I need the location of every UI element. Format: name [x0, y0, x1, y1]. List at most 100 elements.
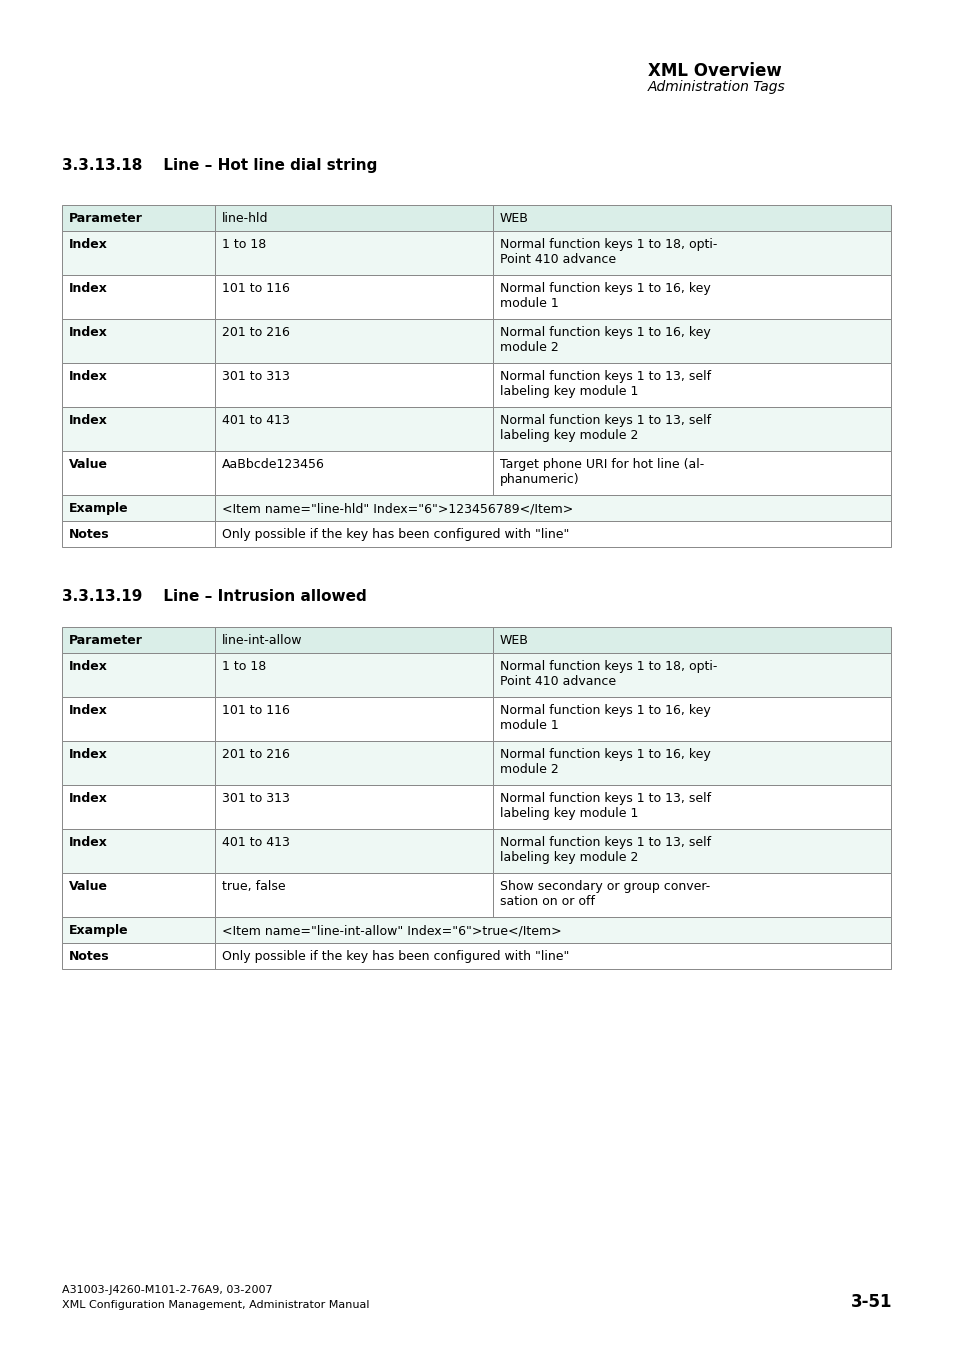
Text: 3.3.13.19    Line – Intrusion allowed: 3.3.13.19 Line – Intrusion allowed	[62, 589, 366, 604]
Bar	[493, 697, 890, 740]
Text: Administration Tags: Administration Tags	[647, 80, 785, 95]
Bar	[214, 276, 493, 319]
Bar	[214, 830, 493, 873]
Bar	[493, 363, 890, 407]
Text: 401 to 413: 401 to 413	[222, 413, 290, 427]
Text: 401 to 413: 401 to 413	[222, 836, 290, 848]
Bar	[214, 917, 890, 943]
Text: Normal function keys 1 to 18, opti-
Point 410 advance: Normal function keys 1 to 18, opti- Poin…	[499, 238, 717, 266]
Text: Index: Index	[69, 370, 108, 382]
Bar	[493, 407, 890, 451]
Bar	[62, 363, 214, 407]
Text: Index: Index	[69, 792, 108, 805]
Bar	[62, 627, 214, 653]
Bar	[214, 494, 890, 521]
Bar	[214, 205, 493, 231]
Bar	[214, 740, 493, 785]
Text: A31003-J4260-M101-2-76A9, 03-2007: A31003-J4260-M101-2-76A9, 03-2007	[62, 1285, 273, 1296]
Text: WEB: WEB	[499, 212, 528, 226]
Text: Target phone URI for hot line (al-
phanumeric): Target phone URI for hot line (al- phanu…	[499, 458, 703, 486]
Text: <Item name="line-hld" Index="6">123456789</Item>: <Item name="line-hld" Index="6">12345678…	[222, 503, 573, 515]
Bar	[62, 785, 214, 830]
Text: true, false: true, false	[222, 880, 285, 893]
Bar	[214, 407, 493, 451]
Text: WEB: WEB	[499, 634, 528, 647]
Bar	[214, 521, 890, 547]
Text: XML Configuration Management, Administrator Manual: XML Configuration Management, Administra…	[62, 1300, 369, 1310]
Text: Normal function keys 1 to 16, key
module 2: Normal function keys 1 to 16, key module…	[499, 748, 710, 775]
Text: XML Overview: XML Overview	[647, 62, 781, 80]
Text: 3.3.13.18    Line – Hot line dial string: 3.3.13.18 Line – Hot line dial string	[62, 158, 377, 173]
Bar	[493, 873, 890, 917]
Bar	[62, 319, 214, 363]
Text: 1 to 18: 1 to 18	[222, 238, 266, 251]
Bar	[493, 830, 890, 873]
Bar	[214, 653, 493, 697]
Bar	[493, 205, 890, 231]
Text: Normal function keys 1 to 18, opti-
Point 410 advance: Normal function keys 1 to 18, opti- Poin…	[499, 661, 717, 688]
Bar	[62, 276, 214, 319]
Text: Example: Example	[69, 924, 129, 938]
Bar	[493, 231, 890, 276]
Text: Normal function keys 1 to 13, self
labeling key module 2: Normal function keys 1 to 13, self label…	[499, 413, 710, 442]
Bar	[214, 785, 493, 830]
Text: Example: Example	[69, 503, 129, 515]
Bar	[62, 653, 214, 697]
Bar	[62, 943, 214, 969]
Text: Show secondary or group conver-
sation on or off: Show secondary or group conver- sation o…	[499, 880, 709, 908]
Text: Value: Value	[69, 458, 108, 471]
Bar	[214, 627, 493, 653]
Bar	[62, 521, 214, 547]
Bar	[493, 653, 890, 697]
Bar	[493, 276, 890, 319]
Bar	[62, 407, 214, 451]
Bar	[493, 319, 890, 363]
Text: 301 to 313: 301 to 313	[222, 370, 290, 382]
Text: Index: Index	[69, 282, 108, 295]
Bar	[214, 231, 493, 276]
Text: line-hld: line-hld	[222, 212, 268, 226]
Bar	[62, 873, 214, 917]
Text: line-int-allow: line-int-allow	[222, 634, 302, 647]
Text: Normal function keys 1 to 13, self
labeling key module 2: Normal function keys 1 to 13, self label…	[499, 836, 710, 865]
Text: 201 to 216: 201 to 216	[222, 748, 290, 761]
Text: <Item name="line-int-allow" Index="6">true</Item>: <Item name="line-int-allow" Index="6">tr…	[222, 924, 561, 938]
Bar	[493, 627, 890, 653]
Bar	[214, 943, 890, 969]
Bar	[493, 740, 890, 785]
Text: Value: Value	[69, 880, 108, 893]
Text: Index: Index	[69, 326, 108, 339]
Text: Index: Index	[69, 661, 108, 673]
Text: Notes: Notes	[69, 950, 110, 963]
Text: Normal function keys 1 to 16, key
module 1: Normal function keys 1 to 16, key module…	[499, 704, 710, 732]
Text: Index: Index	[69, 413, 108, 427]
Bar	[62, 205, 214, 231]
Bar	[62, 830, 214, 873]
Bar	[62, 494, 214, 521]
Text: 301 to 313: 301 to 313	[222, 792, 290, 805]
Text: 1 to 18: 1 to 18	[222, 661, 266, 673]
Text: Normal function keys 1 to 16, key
module 1: Normal function keys 1 to 16, key module…	[499, 282, 710, 309]
Text: 201 to 216: 201 to 216	[222, 326, 290, 339]
Bar	[493, 451, 890, 494]
Text: Normal function keys 1 to 13, self
labeling key module 1: Normal function keys 1 to 13, self label…	[499, 370, 710, 399]
Text: Only possible if the key has been configured with "line": Only possible if the key has been config…	[222, 528, 569, 540]
Bar	[62, 697, 214, 740]
Bar	[62, 231, 214, 276]
Text: Parameter: Parameter	[69, 212, 143, 226]
Bar	[62, 740, 214, 785]
Text: 3-51: 3-51	[850, 1293, 891, 1310]
Text: Index: Index	[69, 748, 108, 761]
Text: 101 to 116: 101 to 116	[222, 704, 290, 717]
Text: Only possible if the key has been configured with "line": Only possible if the key has been config…	[222, 950, 569, 963]
Bar	[493, 785, 890, 830]
Text: Normal function keys 1 to 13, self
labeling key module 1: Normal function keys 1 to 13, self label…	[499, 792, 710, 820]
Bar	[62, 917, 214, 943]
Text: Index: Index	[69, 238, 108, 251]
Bar	[62, 451, 214, 494]
Text: Index: Index	[69, 704, 108, 717]
Text: Normal function keys 1 to 16, key
module 2: Normal function keys 1 to 16, key module…	[499, 326, 710, 354]
Bar	[214, 363, 493, 407]
Text: Index: Index	[69, 836, 108, 848]
Bar	[214, 319, 493, 363]
